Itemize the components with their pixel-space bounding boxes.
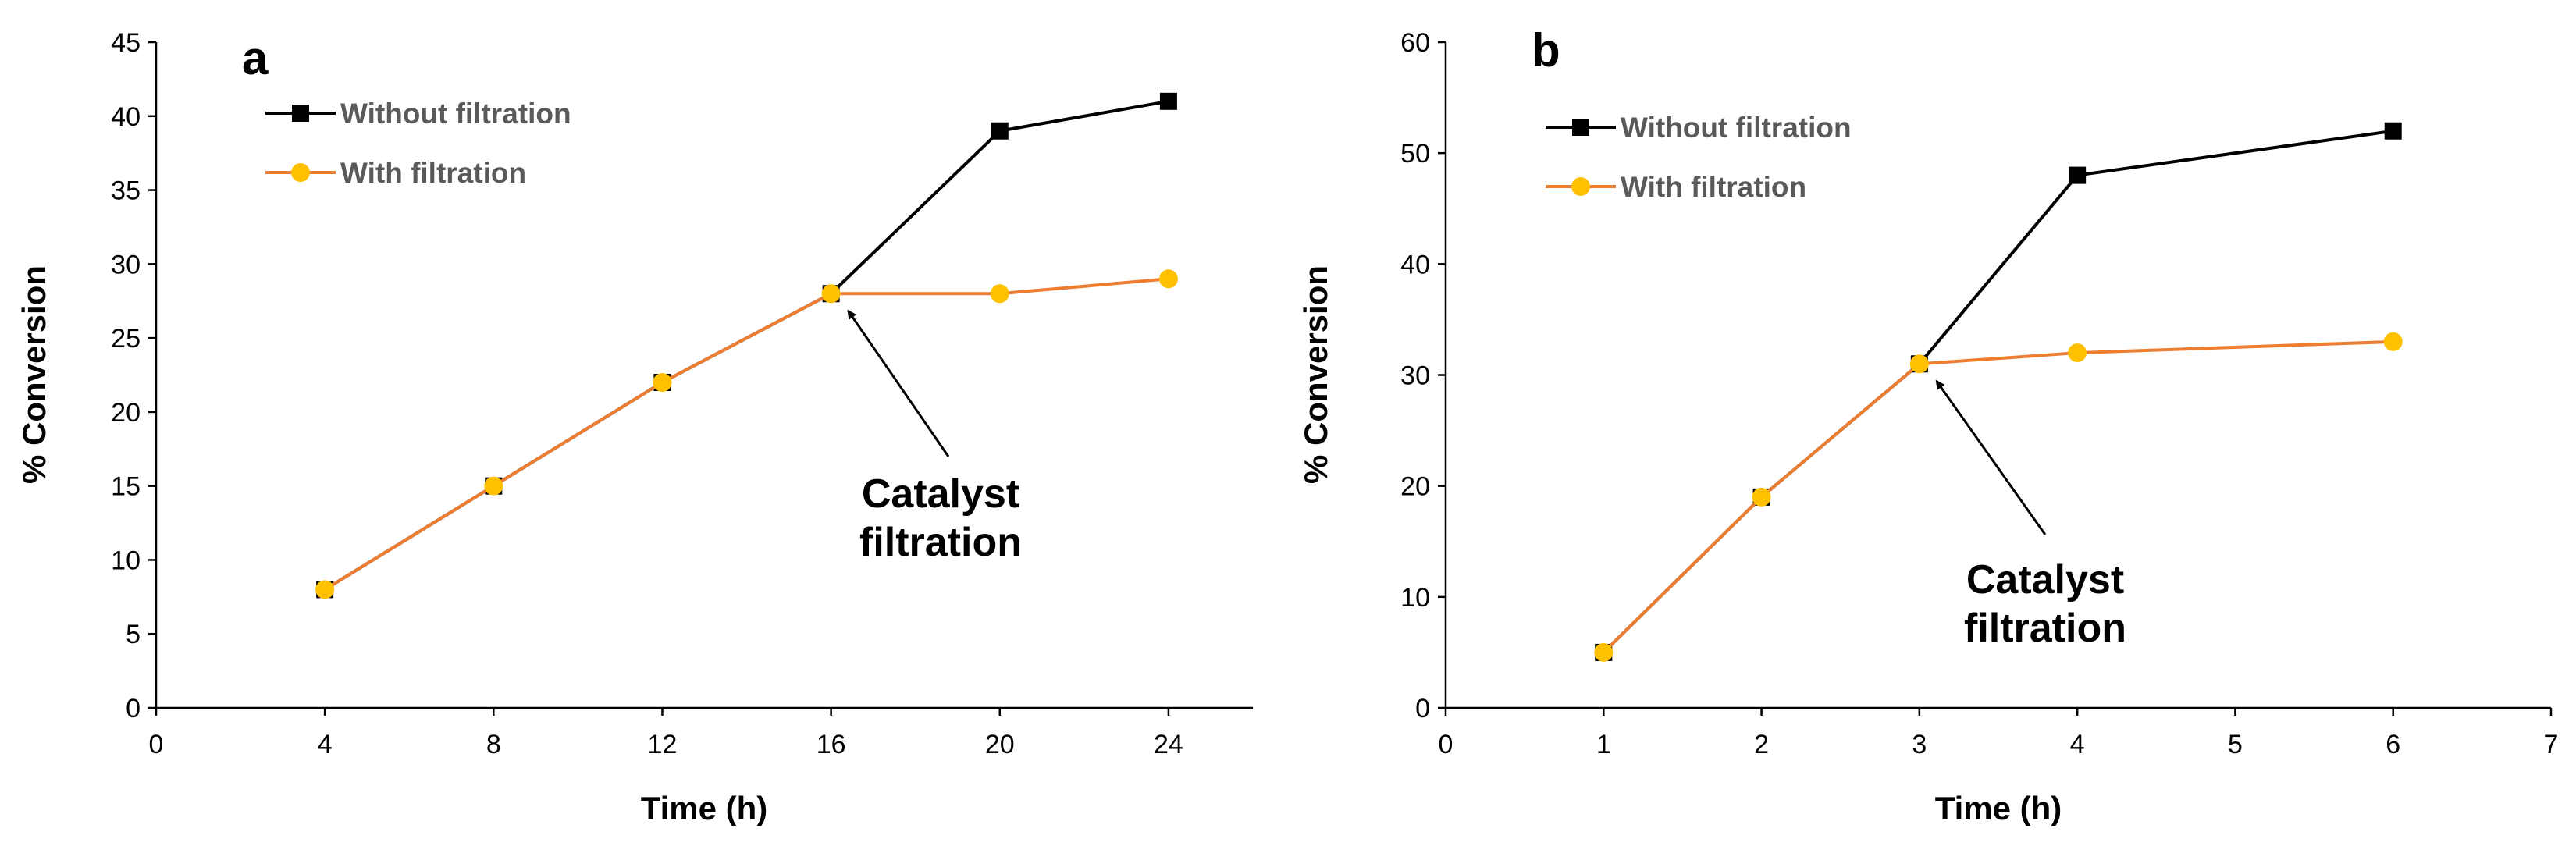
legend-marker-with-filtration-b (1571, 177, 1590, 196)
x-tick-label-a: 12 (648, 730, 678, 759)
y-tick-label-a: 5 (126, 620, 141, 649)
data-point-without-filtration-b (2384, 122, 2402, 140)
data-point-with-filtration-a (990, 284, 1009, 304)
legend-label-with-filtration-a: With filtration (340, 157, 526, 189)
y-tick-label-b: 40 (1400, 250, 1430, 279)
panel-label-b: b (1532, 24, 1560, 76)
x-axis-title-a: Time (h) (641, 790, 768, 826)
y-tick-label-b: 0 (1415, 694, 1430, 723)
data-point-with-filtration-a (315, 580, 335, 599)
series-line-with-filtration-a (324, 277, 1169, 592)
legend-marker-without-filtration-b (1572, 119, 1589, 136)
y-tick-label-a: 35 (111, 176, 141, 206)
legend-label-without-filtration-a: Without filtration (340, 98, 571, 130)
x-tick-label-b: 7 (2544, 730, 2559, 759)
y-tick-label-b: 30 (1400, 361, 1430, 391)
legend-marker-with-filtration-a (291, 163, 310, 182)
y-tick-label-b: 20 (1400, 472, 1430, 502)
y-tick-label-b: 10 (1400, 583, 1430, 613)
annotation-arrow-b (1935, 379, 2047, 535)
x-tick-label-b: 4 (2070, 730, 2085, 759)
data-point-without-filtration-a (991, 122, 1009, 140)
x-tick-label-b: 6 (2386, 730, 2400, 759)
data-point-with-filtration-a (484, 476, 503, 496)
legend-label-without-filtration-b: Without filtration (1621, 112, 1852, 144)
data-point-with-filtration-b (1752, 487, 1771, 507)
legend-label-with-filtration-b: With filtration (1621, 171, 1806, 203)
y-axis-title-b: % Conversion (1297, 265, 1334, 484)
data-point-with-filtration-a (1158, 269, 1178, 289)
x-tick-label-a: 16 (817, 730, 846, 759)
x-tick-label-b: 3 (1912, 730, 1927, 759)
data-point-without-filtration-b (2069, 166, 2087, 184)
x-tick-label-a: 4 (318, 730, 333, 759)
annotation-arrow-a (847, 309, 950, 457)
y-tick-label-b: 60 (1400, 28, 1430, 58)
data-point-with-filtration-b (1594, 642, 1614, 662)
x-tick-label-b: 0 (1439, 730, 1453, 759)
x-tick-label-b: 2 (1754, 730, 1769, 759)
y-tick-label-a: 10 (111, 546, 141, 575)
annotation-text-a: Catalyst (862, 471, 1019, 517)
annotation-text-a: filtration (859, 520, 1022, 565)
y-tick-label-a: 20 (111, 398, 141, 428)
panel-label-a: a (242, 32, 269, 84)
y-tick-label-a: 0 (126, 694, 141, 723)
y-tick-label-a: 25 (111, 324, 141, 354)
data-point-with-filtration-a (821, 284, 841, 304)
y-axis-title-a: % Conversion (16, 265, 52, 484)
y-tick-label-a: 15 (111, 472, 141, 502)
data-point-with-filtration-b (2068, 343, 2087, 363)
x-tick-label-b: 5 (2228, 730, 2243, 759)
y-tick-label-a: 45 (111, 28, 141, 58)
chart-panel-a: 0 5 10 15 20 25 30 35 40 45 0 4 8 12 16 20 24 Time (h) % C… (16, 28, 1253, 826)
annotation-text-b: Catalyst (1966, 557, 2124, 603)
x-axis-title-b: Time (h) (1935, 790, 2062, 826)
annotation-text-b: filtration (1964, 606, 2126, 651)
data-point-with-filtration-b (2383, 332, 2403, 351)
chart-panel-b: 0 10 20 30 40 50 60 0 1 2 3 4 5 6 7 Time (h) % Conversio… (1297, 24, 2558, 826)
x-tick-label-a: 24 (1154, 730, 1183, 759)
data-point-with-filtration-b (1909, 354, 1929, 374)
y-tick-label-a: 40 (111, 102, 141, 132)
x-tick-label-a: 20 (985, 730, 1015, 759)
y-tick-label-b: 50 (1400, 139, 1430, 169)
x-tick-label-a: 8 (486, 730, 501, 759)
legend-marker-without-filtration-a (292, 105, 309, 122)
data-point-with-filtration-a (653, 372, 672, 392)
x-tick-label-b: 1 (1596, 730, 1611, 759)
y-tick-label-a: 30 (111, 250, 141, 279)
data-point-without-filtration-a (1159, 92, 1177, 110)
x-tick-label-a: 0 (149, 730, 164, 759)
